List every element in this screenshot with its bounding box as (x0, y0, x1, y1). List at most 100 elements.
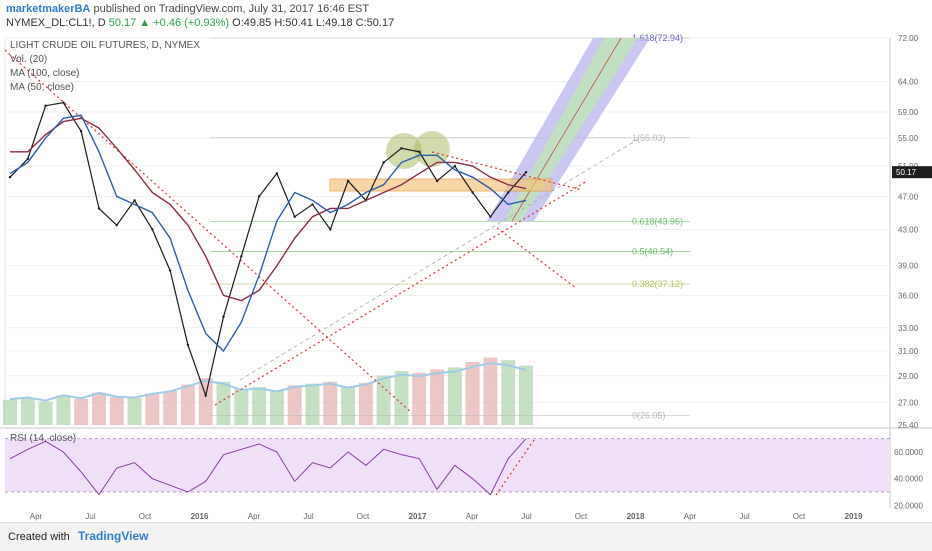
volume-bar (376, 375, 391, 425)
current-price-label: 50.17 (896, 168, 917, 177)
time-tick-label: Jul (739, 512, 749, 521)
ma100-line (10, 117, 527, 302)
price-tick-label: 36.00 (898, 291, 919, 300)
volume-bar (358, 382, 373, 425)
price-change: 50.17 ▲ +0.46 (+0.93%) (108, 17, 230, 29)
price-tick-label: 64.00 (898, 78, 919, 87)
chart-header: marketmakerBA published on TradingView.c… (0, 0, 932, 32)
price-point (115, 223, 118, 227)
price-point (240, 255, 243, 258)
volume-bar (20, 398, 35, 425)
volume-bar (180, 384, 195, 425)
volume-average-line (9, 362, 527, 402)
price-tick-label: 29.00 (898, 372, 919, 381)
price-point (26, 157, 29, 161)
volume-bar (305, 383, 320, 425)
price-point (507, 191, 510, 194)
current-price-tag (892, 166, 932, 179)
rsi-tick-label: 60.0000 (894, 448, 923, 457)
price-tick-label: 43.00 (898, 225, 919, 234)
symbol-name: NYMEX_DL:CL1!, D (6, 17, 106, 29)
footer: Created with TradingView (0, 522, 932, 551)
price-point (257, 195, 261, 198)
projection-line (239, 137, 641, 381)
price-point (418, 150, 421, 153)
time-tick-label: Apr (684, 512, 697, 521)
trendline (496, 227, 577, 289)
price-tick-label: 33.00 (898, 324, 919, 333)
price-point (97, 207, 101, 210)
time-tick-label: Oct (793, 512, 806, 521)
volume-bar (109, 397, 124, 425)
price-point (168, 269, 172, 272)
main-pane-frame (4, 37, 891, 426)
time-tick-label: Jul (521, 512, 531, 521)
time-tick-label: Oct (139, 512, 152, 521)
volume-bar (341, 386, 356, 425)
trendline (4, 49, 413, 414)
price-point (222, 315, 225, 318)
highlight-circle (386, 133, 422, 169)
volume-bar (216, 381, 231, 425)
time-tick-label: 2018 (627, 512, 645, 521)
volume-bar (234, 389, 249, 425)
fib-level-label: 0.5(40.54) (632, 246, 673, 256)
grid (0, 37, 932, 508)
time-tick-label: Oct (575, 512, 588, 521)
volume-bar (287, 385, 302, 425)
price-point (204, 394, 207, 397)
rsi-tick-label: 40.0000 (894, 475, 923, 484)
legend-ma50: MA (50, close) (10, 82, 74, 93)
price-point (186, 343, 190, 347)
volume-bar (430, 369, 445, 425)
volume-bar (269, 390, 284, 425)
price-point (151, 228, 154, 231)
price-tick-label: 72.00 (898, 34, 919, 43)
price-tick-label: 27.00 (898, 398, 919, 407)
tradingview-logo[interactable]: TradingView (78, 529, 149, 543)
time-tick-label: Jul (85, 512, 95, 521)
price-point (471, 191, 474, 194)
price-point (400, 147, 403, 150)
fib-level-label: 0.618(43.96) (632, 216, 683, 226)
price-tick-label: 39.00 (898, 262, 919, 271)
fib-level-label: 1.618(72.94) (632, 33, 683, 43)
symbol-line: NYMEX_DL:CL1!, D 50.17 ▲ +0.46 (+0.93%) … (6, 17, 394, 29)
pitchfork-inner-channel (504, 38, 638, 221)
volume-pane (3, 357, 533, 425)
price-point (8, 175, 12, 179)
chart-title: LIGHT CRUDE OIL FUTURES, D, NYMEX (10, 40, 200, 51)
price-tick-label: 55.00 (898, 134, 919, 143)
time-tick-label: 2016 (191, 512, 209, 521)
volume-bar (252, 387, 267, 425)
rsi-trendline (495, 439, 535, 496)
price-point (44, 104, 47, 107)
price-chart[interactable]: 1.618(72.94) 1(55.03) 0.618(43.96) 0.5(40.5… (0, 32, 932, 522)
published-text: published on TradingView.com, July 31, 2… (93, 3, 370, 15)
volume-bar (74, 398, 89, 425)
author-link[interactable]: marketmakerBA (6, 3, 91, 15)
volume-bar (394, 371, 409, 425)
trendline (214, 180, 588, 406)
price-line (9, 101, 527, 398)
volume-bar (145, 393, 160, 425)
time-tick-label: 2019 (845, 512, 863, 521)
created-with-label: Created with (8, 531, 70, 543)
volume-bar (127, 398, 142, 425)
price-point (382, 161, 385, 164)
price-point (489, 215, 492, 218)
price-point (79, 130, 83, 133)
ohlc-values: O:49.85 H:50.41 L:49.18 C:50.17 (232, 17, 395, 29)
fib-level-label: 0(26.05) (632, 411, 666, 421)
volume-bar (412, 372, 427, 425)
legend-labels: LIGHT CRUDE OIL FUTURES, D, NYMEX Vol. (… (10, 40, 200, 444)
price-tick-label: 31.00 (898, 347, 919, 356)
rsi-line (9, 438, 527, 496)
price-point (275, 172, 279, 175)
volume-bar (465, 362, 480, 425)
legend-rsi: RSI (14, close) (10, 433, 76, 444)
volume-bar (38, 401, 53, 425)
volume-bar (447, 367, 462, 425)
drawings: 1.618(72.94) 1(55.03) 0.618(43.96) 0.5(40.5… (4, 33, 690, 421)
fib-level-label: 1(55.03) (632, 133, 666, 143)
